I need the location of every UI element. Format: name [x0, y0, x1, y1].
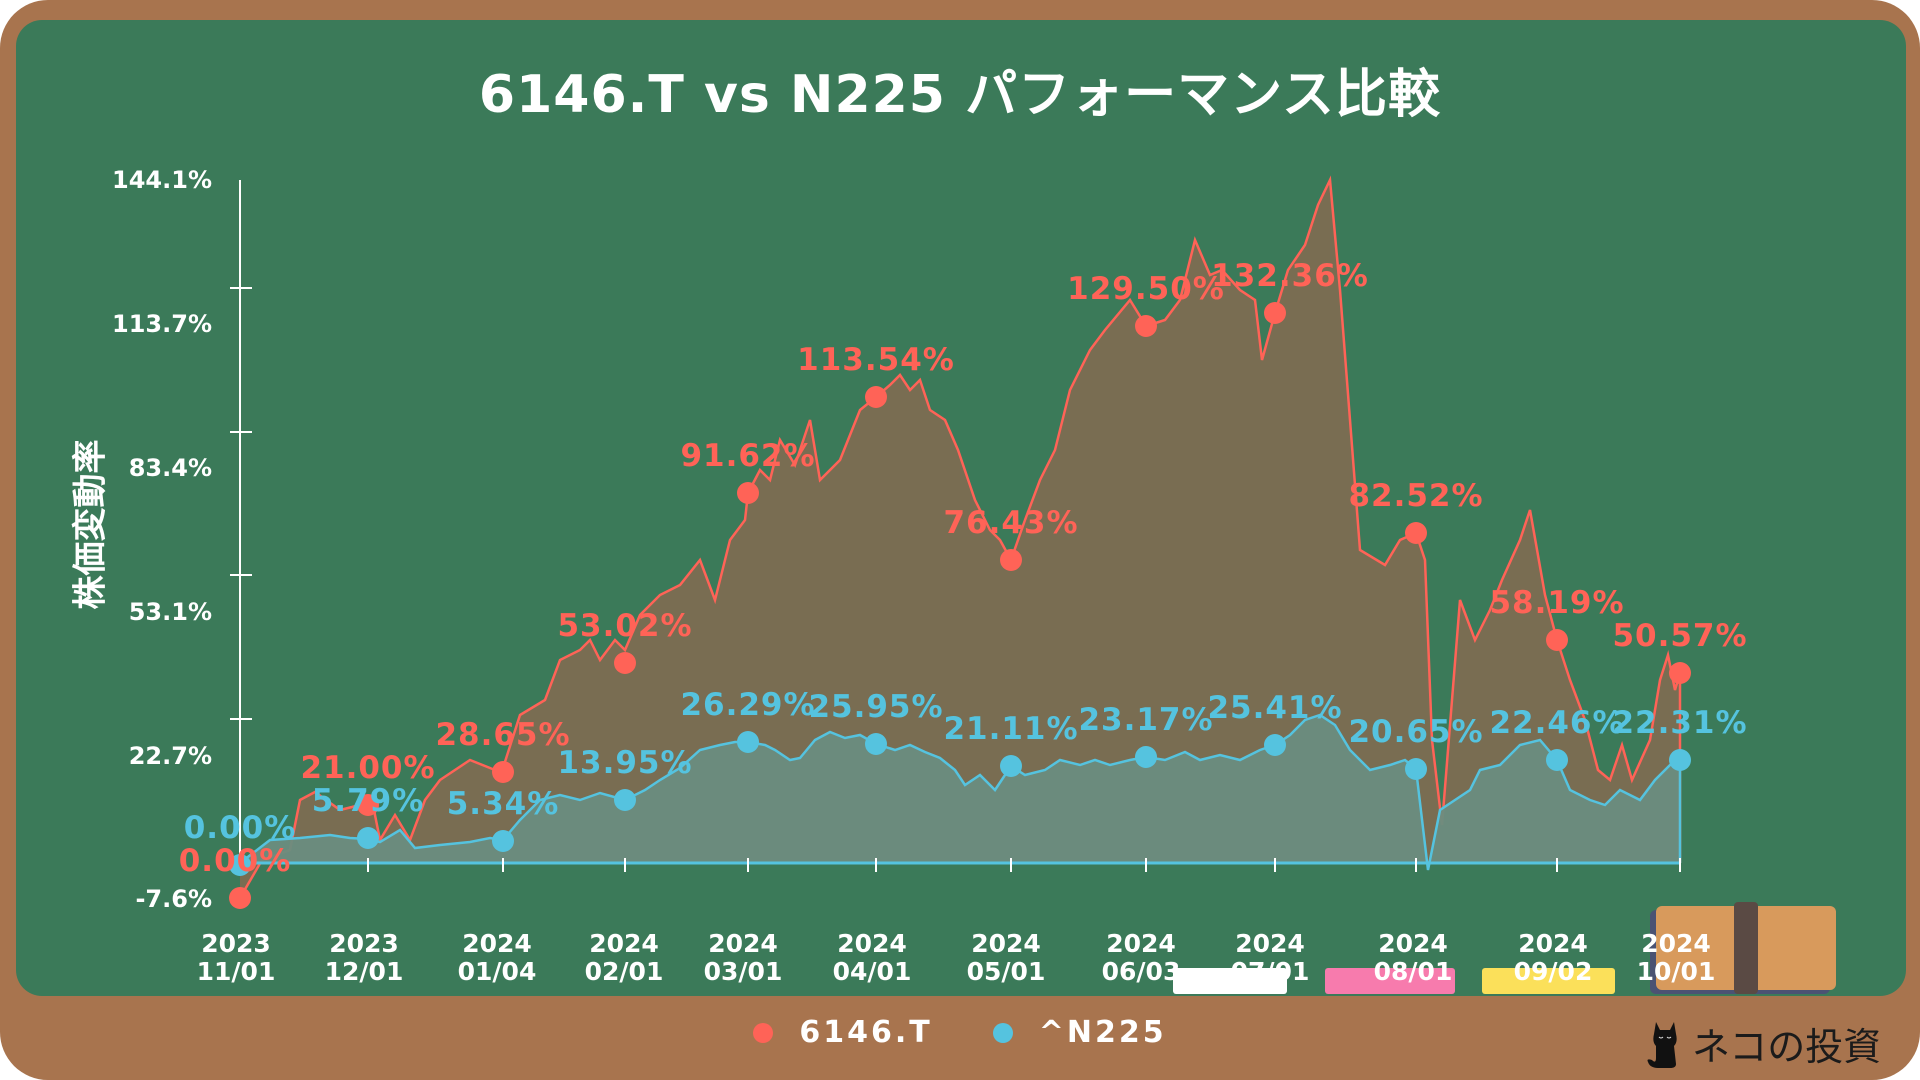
eraser-band	[1734, 902, 1758, 994]
chart-legend: 6146.T ^N225	[0, 1015, 1920, 1050]
annotation-N225: 25.95%	[808, 689, 944, 725]
series-6146T-markers	[229, 302, 1691, 909]
annotation-N225: 0.00%	[183, 810, 297, 846]
y-tick-label: -7.6%	[135, 885, 212, 913]
annotation-N225: 5.79%	[311, 783, 425, 819]
series-N225-area	[240, 715, 1680, 870]
black-cat-icon	[1647, 1021, 1677, 1068]
pink-chalk	[1325, 968, 1455, 994]
legend-marker-blue-icon	[992, 1022, 1013, 1043]
annotation-N225: 21.11%	[943, 711, 1079, 747]
x-tick-label: 2024 02/01	[584, 929, 664, 986]
series-6146T-line	[238, 175, 1682, 899]
annotation-N225: 25.41%	[1207, 690, 1343, 726]
x-tick-label: 2024 03/01	[703, 929, 783, 986]
x-tick-label: 2024 09/02	[1513, 929, 1593, 986]
x-tick-label: 2024 07/01	[1230, 929, 1310, 986]
legend-marker-red-icon	[753, 1022, 774, 1043]
annotation-6146T: 53.02%	[557, 608, 693, 644]
x-tick-label: 2023 11/01	[196, 929, 276, 986]
series-N225-line	[239, 713, 1682, 871]
chart-title: 6146.T vs N225 パフォーマンス比較	[478, 65, 1442, 125]
annotation-N225: 5.34%	[446, 786, 560, 822]
annotation-N225: 26.29%	[680, 687, 816, 723]
y-tick-label: 113.7%	[112, 310, 212, 338]
x-tick-label: 2024 06/03	[1101, 929, 1181, 986]
brand-logo: ネコの投資	[1646, 1016, 1881, 1071]
annotation-6146T: 91.62%	[680, 438, 816, 474]
y-tick-label: 53.1%	[128, 598, 212, 626]
annotation-N225: 23.17%	[1078, 702, 1214, 738]
x-tick-label: 2023 12/01	[324, 929, 404, 986]
legend-item-N225[interactable]: ^N225	[992, 1015, 1167, 1050]
annotation-6146T: 28.65%	[435, 717, 571, 753]
annotation-6146T: 21.00%	[300, 750, 436, 786]
x-tick-label: 2024 10/01	[1636, 929, 1716, 986]
legend-label: 6146.T	[799, 1015, 933, 1050]
annotation-N225: 13.95%	[557, 745, 693, 781]
x-axis-ticks	[367, 858, 1681, 872]
annotation-6146T: 76.43%	[943, 505, 1079, 541]
annotation-6146T: 132.36%	[1211, 258, 1369, 294]
annotation-6146T: 129.50%	[1067, 271, 1225, 307]
annotation-N225: 22.46%	[1489, 705, 1625, 741]
annotation-N225: 20.65%	[1348, 714, 1484, 750]
series-N225-markers	[229, 731, 1691, 876]
legend-label: ^N225	[1038, 1015, 1167, 1050]
annotation-6146T: 0.00%	[178, 843, 292, 879]
x-tick-label: 2024 08/01	[1373, 929, 1453, 986]
y-tick-label: 83.4%	[128, 454, 212, 482]
y-axis-ticks	[230, 287, 252, 720]
annotation-6146T: 82.52%	[1348, 478, 1484, 514]
yellow-chalk	[1482, 968, 1615, 994]
white-chalk	[1173, 968, 1287, 994]
y-tick-label: 144.1%	[112, 166, 212, 194]
x-tick-label: 2024 05/01	[966, 929, 1046, 986]
annotation-6146T: 58.19%	[1489, 585, 1625, 621]
y-tick-label: 22.7%	[128, 742, 212, 770]
x-tick-label: 2024 01/04	[457, 929, 537, 986]
brand-text: ネコの投資	[1692, 1025, 1882, 1069]
annotation-6146T: 50.57%	[1612, 618, 1748, 654]
x-tick-label: 2024 04/01	[832, 929, 912, 986]
annotation-N225: 22.31%	[1612, 705, 1748, 741]
legend-item-6146T[interactable]: 6146.T	[753, 1015, 932, 1050]
annotation-6146T: 113.54%	[797, 342, 955, 378]
